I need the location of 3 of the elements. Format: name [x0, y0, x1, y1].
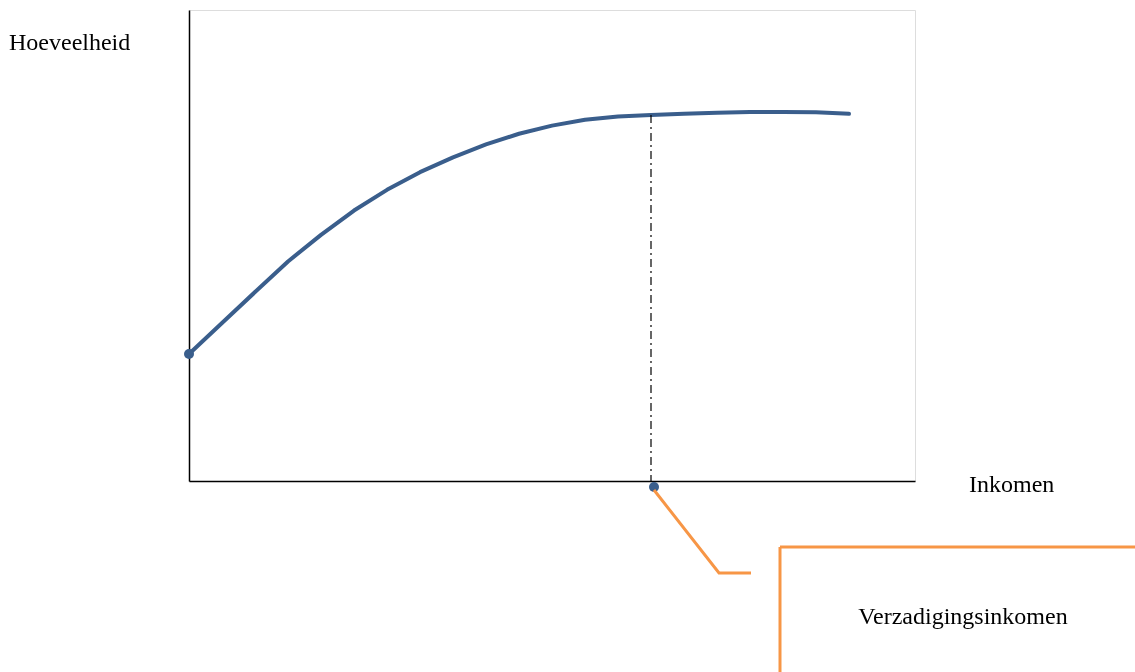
- text: Verzadigingsinkomen: [858, 603, 1068, 629]
- x-axis-title: Inkomen: [969, 471, 1055, 497]
- y-axis-title: Hoeveelheid: [9, 29, 131, 55]
